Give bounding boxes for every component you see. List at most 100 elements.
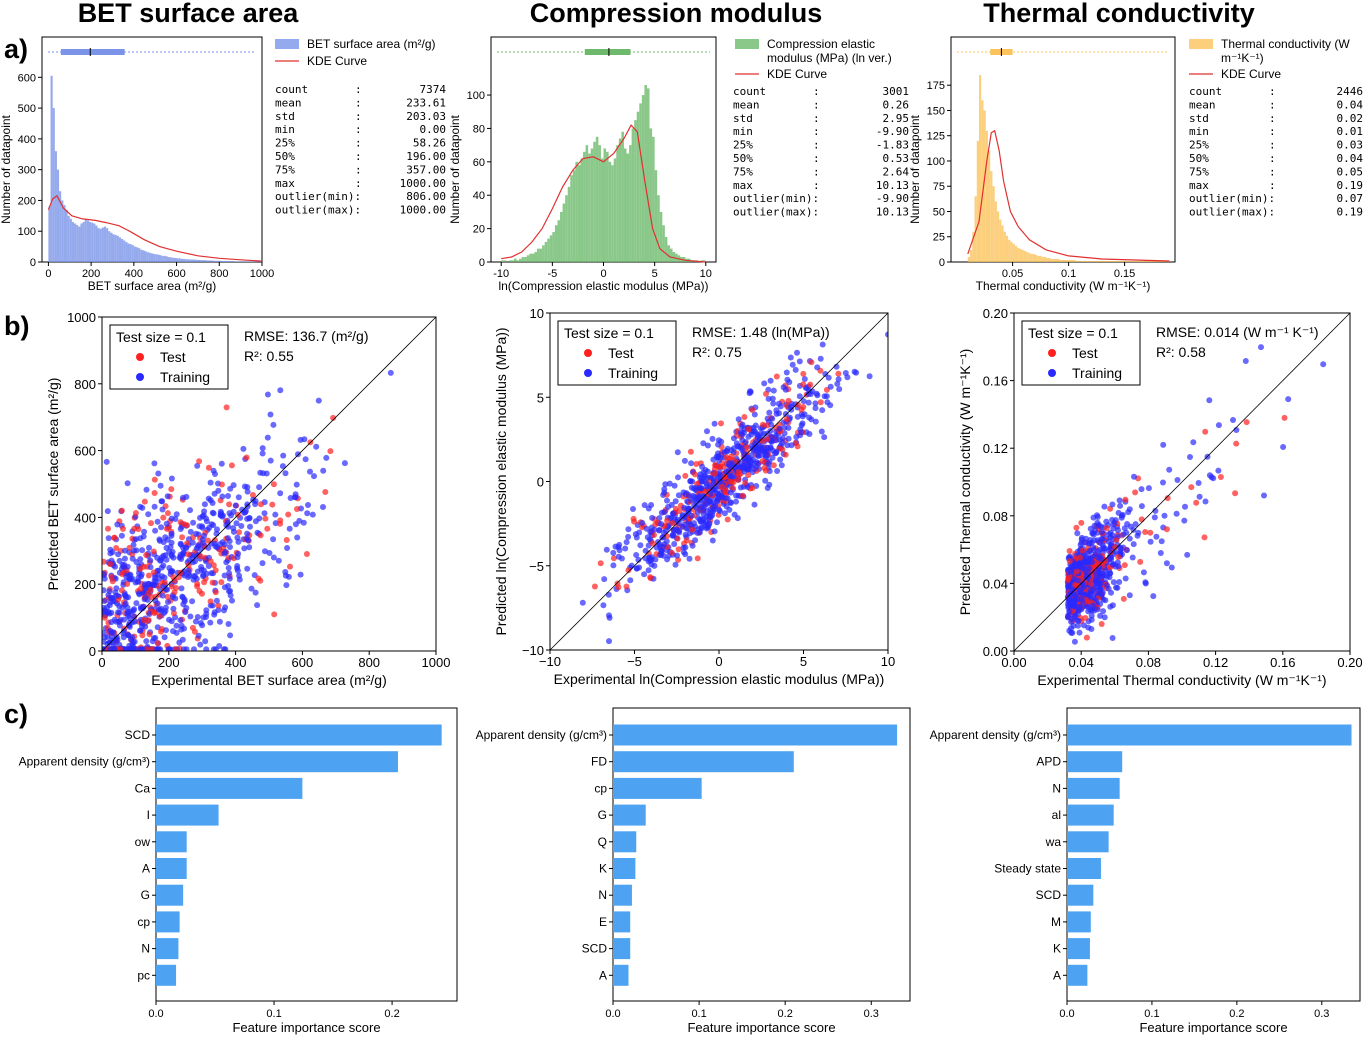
hist-bar (210, 260, 213, 262)
hist-bar (1115, 260, 1118, 262)
x-tick-label: 0.0 (148, 1008, 163, 1020)
stat-colon: : (355, 163, 362, 176)
hist-bar (69, 218, 72, 262)
training-point (603, 546, 610, 553)
x-tick-label: 0.20 (1337, 655, 1362, 670)
training-point (177, 526, 184, 532)
y-tick-label: −5 (529, 559, 544, 574)
training-point (794, 413, 801, 420)
training-point (770, 400, 777, 407)
importance-bar (613, 804, 646, 826)
training-point (1077, 589, 1084, 596)
y-tick-label: 100 (18, 226, 36, 238)
stat-value: -9.90 (876, 125, 909, 138)
training-point (145, 511, 152, 518)
feature-label: cp (594, 781, 607, 795)
feature-label: Ca (135, 781, 151, 795)
hist-bar (606, 151, 609, 262)
training-point (656, 527, 663, 534)
hist-bar (103, 226, 107, 262)
training-point (165, 599, 171, 605)
y-tick-label: 40 (473, 190, 485, 202)
test-point (196, 588, 203, 594)
stat-value: 10.13 (876, 206, 909, 219)
hist-bar (516, 260, 520, 262)
test-point (745, 472, 752, 479)
training-point (1145, 485, 1152, 492)
y-axis-label: Predicted Thermal conductivity (W m⁻¹K⁻¹… (957, 349, 973, 616)
test-point (718, 484, 725, 490)
training-point (201, 508, 208, 515)
stat-name: min (275, 123, 295, 136)
hist-bar (67, 215, 70, 262)
hist-bar (110, 232, 113, 262)
training-point (615, 553, 622, 560)
training-point (819, 407, 826, 414)
training-point (760, 430, 767, 437)
training-point (283, 582, 290, 589)
x-axis-label: BET surface area (m²/g) (88, 279, 216, 293)
training-point (217, 512, 224, 519)
hist-bar (174, 257, 177, 262)
training-point (173, 511, 180, 518)
feature-label: cp (137, 915, 150, 929)
test-point (761, 465, 768, 471)
test-point (1233, 440, 1240, 447)
x-tick-label: -10 (493, 268, 509, 280)
training-point (1152, 507, 1159, 514)
training-point (152, 635, 159, 641)
y-tick-label: 200 (74, 577, 96, 592)
training-point (170, 628, 176, 635)
test-point (1077, 554, 1084, 561)
test-point (124, 581, 131, 587)
y-axis-label: Predicted BET surface area (m²/g) (45, 378, 61, 591)
importance-bar (1067, 884, 1094, 906)
stat-name: std (1189, 112, 1209, 125)
x-tick-label: 800 (210, 268, 228, 280)
training-point (221, 584, 228, 591)
test-point (625, 567, 632, 574)
training-point (1151, 514, 1158, 521)
hist-bar (646, 88, 650, 262)
training-point (284, 545, 291, 551)
training-point (197, 641, 204, 648)
legend-marker-test (1048, 349, 1056, 357)
test-point (739, 492, 746, 499)
training-point (644, 534, 651, 541)
training-point (142, 585, 149, 592)
training-point (1142, 580, 1149, 587)
legend-label-hist: BET surface area (m²/g) (307, 37, 435, 51)
hist-bar (161, 255, 164, 262)
training-point (110, 598, 117, 605)
hist-bar (1144, 260, 1147, 262)
hist-bar (95, 225, 98, 262)
test-point (194, 583, 201, 590)
training-point (1105, 547, 1112, 554)
importance-bar (1067, 858, 1101, 879)
training-point (698, 485, 705, 491)
test-point (741, 414, 748, 420)
training-point (716, 508, 723, 515)
test-point (118, 587, 125, 594)
hist-bar (74, 223, 77, 262)
training-point (728, 447, 735, 454)
hist-bar (1057, 258, 1060, 262)
training-point (730, 435, 737, 442)
hist-bar (580, 158, 584, 262)
training-point (244, 565, 251, 572)
test-point (156, 613, 163, 619)
training-point (731, 511, 738, 518)
x-tick-label: 800 (358, 655, 380, 670)
hist-bar (990, 171, 993, 262)
x-tick-label: 400 (225, 655, 247, 670)
training-point (680, 489, 687, 496)
stat-name: 50% (275, 150, 295, 163)
bar-frame (1066, 707, 1361, 1002)
training-point (688, 512, 695, 519)
hist-bar (129, 244, 132, 262)
stat-colon: : (1269, 85, 1276, 98)
test-point (1163, 526, 1170, 533)
training-point (1114, 559, 1121, 566)
training-point (738, 431, 745, 438)
training-point (1258, 344, 1264, 351)
